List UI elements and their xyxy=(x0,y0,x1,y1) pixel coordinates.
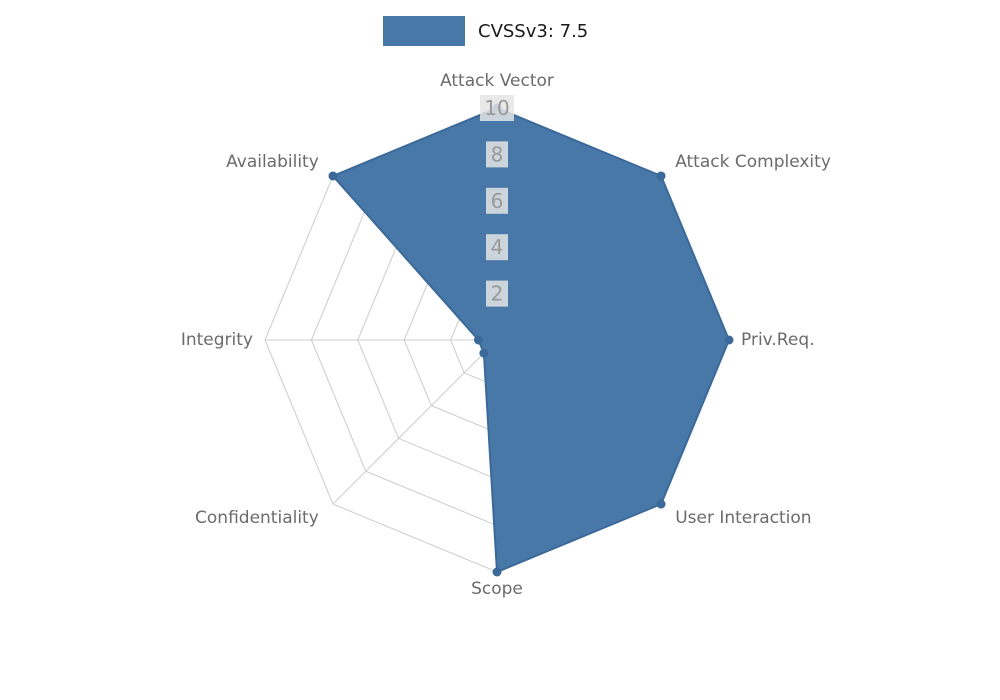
radial-tick-bg xyxy=(486,280,508,307)
vertex-marker xyxy=(479,348,489,358)
radial-tick-label: 8 xyxy=(491,142,504,166)
vertex-marker xyxy=(656,499,666,509)
radial-tick-label: 4 xyxy=(491,235,504,259)
axis-label-0: Attack Vector xyxy=(440,71,554,91)
vertex-marker xyxy=(473,335,483,345)
axis-label-3: User Interaction xyxy=(675,508,811,528)
vertex-marker xyxy=(328,171,338,181)
axis-label-4: Scope xyxy=(471,579,523,599)
axis-label-2: Priv.Req. xyxy=(741,330,815,350)
grid-spoke xyxy=(332,339,498,505)
vertex-marker xyxy=(492,567,502,577)
radial-tick-bg xyxy=(486,187,508,214)
axis-label-5: Confidentiality xyxy=(195,508,319,528)
radial-tick-bg xyxy=(480,95,514,121)
radial-tick-bg xyxy=(486,141,508,168)
axis-label-6: Integrity xyxy=(181,330,253,350)
vertex-marker xyxy=(656,171,666,181)
radial-tick-bg xyxy=(486,234,508,261)
legend-swatch xyxy=(383,16,465,46)
radial-tick-label: 6 xyxy=(491,189,504,213)
vertex-marker xyxy=(724,335,734,345)
legend-label: CVSSv3: 7.5 xyxy=(478,20,589,42)
radial-tick-label: 2 xyxy=(491,282,504,306)
legend: CVSSv3: 7.5 xyxy=(383,16,588,46)
axis-label-7: Availability xyxy=(226,152,319,172)
axis-label-1: Attack Complexity xyxy=(675,152,831,172)
radial-tick-label: 10 xyxy=(484,96,509,120)
